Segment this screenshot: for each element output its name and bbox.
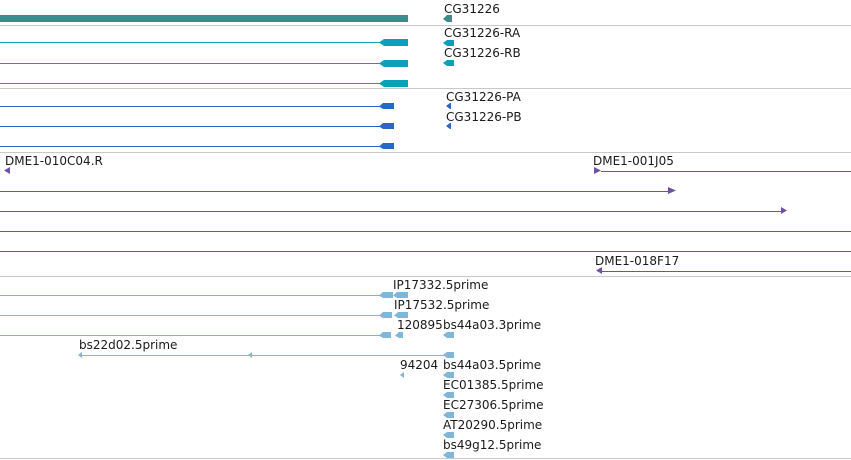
gene-feature-arrow[interactable] (443, 15, 453, 23)
est-arrow[interactable] (443, 372, 455, 378)
est-arrow[interactable] (443, 332, 455, 338)
est-arrow[interactable] (443, 412, 455, 418)
protein-label: CG31226-PA (446, 90, 521, 104)
est-arrow[interactable] (443, 352, 455, 358)
clone-arrow[interactable] (781, 207, 788, 214)
clone-label: DME1-010C04.R (5, 154, 103, 168)
gene-label: CG31226 (444, 2, 500, 16)
clone-label: DME1-001J05 (593, 154, 674, 168)
transcript-line[interactable] (0, 83, 383, 84)
protein-arrow[interactable] (446, 123, 452, 129)
track-divider (0, 25, 851, 26)
est-label: bs22d02.5prime (79, 338, 178, 352)
clone-line[interactable] (0, 251, 851, 252)
est-arrow[interactable] (78, 352, 83, 358)
track-divider (0, 276, 851, 277)
transcript-label: CG31226-RA (444, 26, 521, 40)
est-label: bs49g12.5prime (443, 438, 542, 452)
est-label: AT20290.5prime (443, 418, 543, 432)
est-arrow[interactable] (400, 372, 405, 378)
est-label: bs44a03.3prime (443, 318, 542, 332)
clone-line[interactable] (0, 231, 851, 232)
clones-track: DME1-010C04.R DME1-001J05 DME1-018F17 (0, 153, 851, 276)
est-label: EC01385.5prime (443, 378, 544, 392)
est-label: IP17532.5prime (394, 298, 490, 312)
gene-feature-bar[interactable] (0, 15, 408, 22)
est-line[interactable] (0, 295, 383, 296)
clone-arrow[interactable] (594, 167, 602, 174)
est-label: 120895 (397, 318, 443, 332)
est-arrow[interactable] (443, 392, 455, 398)
clone-line[interactable] (0, 191, 670, 192)
proteins-track: CG31226-PA CG31226-PB (0, 89, 851, 152)
est-line[interactable] (0, 335, 383, 336)
est-exon-arrow[interactable] (379, 312, 409, 319)
est-line[interactable] (0, 315, 383, 316)
est-exon-arrow[interactable] (379, 292, 409, 299)
transcript-line[interactable] (0, 42, 383, 43)
est-label: 94204 (400, 358, 439, 372)
est-label: IP17332.5prime (393, 278, 489, 292)
transcript-arrow[interactable] (443, 60, 455, 66)
transcript-line[interactable] (0, 63, 383, 64)
est-arrow[interactable] (248, 352, 253, 358)
transcript-exon-arrow[interactable] (379, 80, 409, 88)
transcript-label: CG31226-RB (444, 46, 521, 60)
ests-track: IP17332.5prime IP17532.5prime 120895 bs4… (0, 277, 851, 459)
track-divider (0, 88, 851, 89)
protein-exon-arrow[interactable] (379, 103, 395, 110)
clone-line[interactable] (602, 271, 851, 272)
protein-line[interactable] (0, 106, 383, 107)
protein-exon-arrow[interactable] (379, 123, 395, 130)
protein-line[interactable] (0, 126, 383, 127)
clone-line[interactable] (601, 171, 851, 172)
est-label: bs44a03.5prime (443, 358, 542, 372)
gene-track: CG31226 (0, 0, 851, 25)
est-label: EC27306.5prime (443, 398, 544, 412)
track-divider (0, 152, 851, 153)
protein-line[interactable] (0, 146, 383, 147)
protein-exon-arrow[interactable] (379, 143, 395, 150)
track-divider (0, 458, 851, 459)
transcripts-track: CG31226-RA CG31226-RB (0, 26, 851, 88)
transcript-exon-arrow[interactable] (379, 39, 409, 47)
est-line[interactable] (82, 355, 447, 356)
est-exon-arrow[interactable] (379, 332, 407, 339)
est-arrow[interactable] (443, 432, 455, 438)
clone-arrow[interactable] (4, 167, 12, 174)
transcript-exon-arrow[interactable] (379, 60, 409, 68)
est-arrow[interactable] (443, 452, 455, 458)
protein-arrow[interactable] (446, 103, 452, 109)
clone-arrow[interactable] (596, 267, 604, 274)
clone-line[interactable] (0, 211, 782, 212)
protein-label: CG31226-PB (446, 110, 522, 124)
clone-arrow[interactable] (668, 187, 677, 194)
clone-label: DME1-018F17 (595, 254, 680, 268)
transcript-arrow[interactable] (443, 40, 455, 46)
